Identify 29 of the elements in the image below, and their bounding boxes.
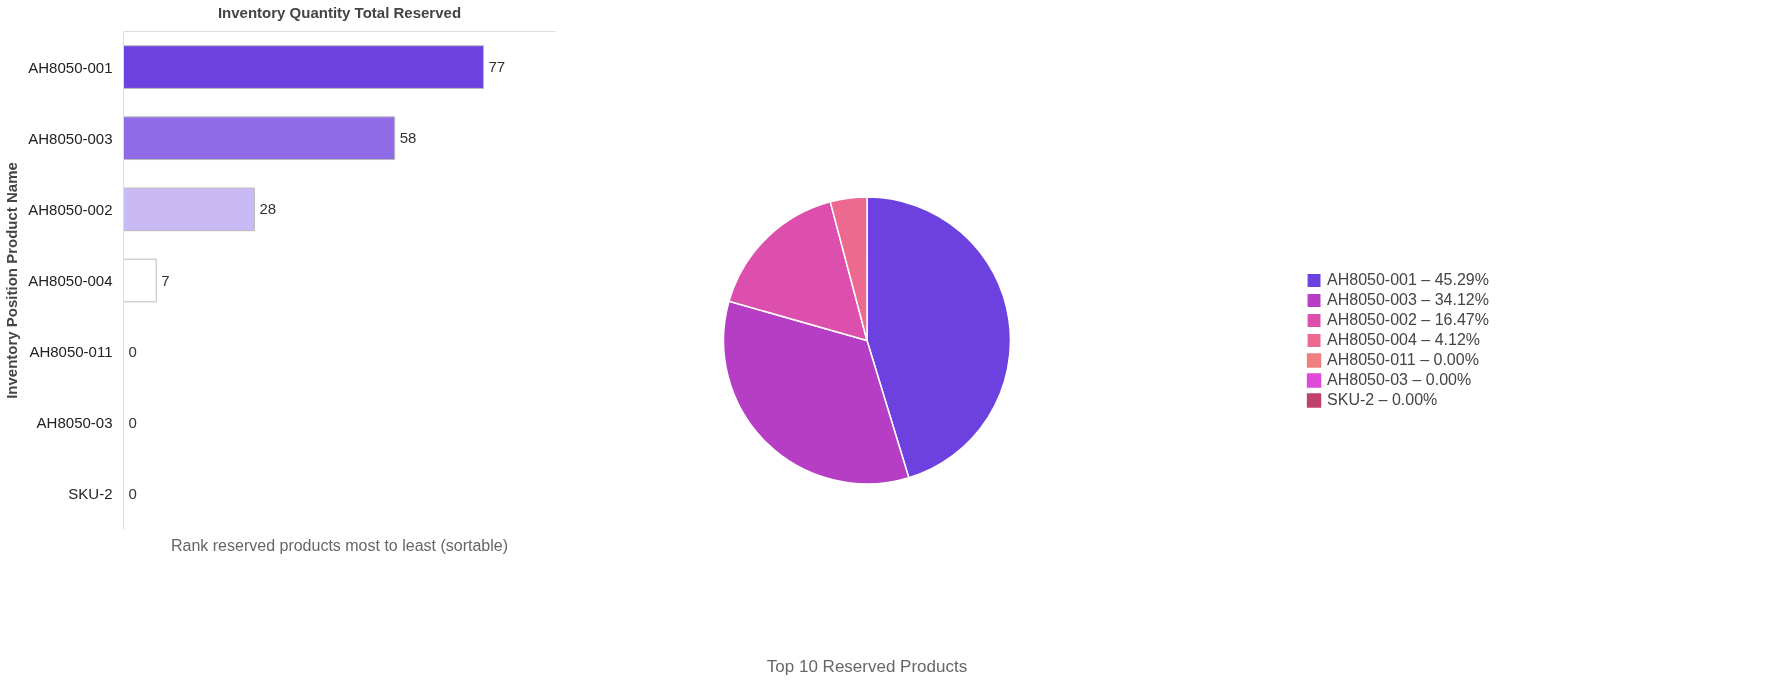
legend-label: AH8050-03 – 0.00% (1327, 371, 1472, 389)
bar (123, 45, 484, 89)
legend-label: SKU-2 – 0.00% (1327, 391, 1438, 409)
legend-label: AH8050-001 – 45.29% (1327, 271, 1489, 289)
y-tick-label: AH8050-001 (28, 58, 113, 76)
y-tick-label: AH8050-003 (28, 129, 113, 147)
data-label: 0 (128, 413, 137, 431)
data-label: 0 (128, 342, 137, 360)
data-label: 7 (161, 271, 170, 289)
data-label: 58 (399, 129, 417, 147)
y-tick-label: AH8050-004 (28, 272, 113, 289)
y-tick-label: SKU-2 (68, 485, 113, 503)
legend-label: AH8050-003 – 34.12% (1327, 291, 1489, 309)
legend-label: AH8050-004 – 4.12% (1327, 331, 1481, 349)
data-label: 0 (128, 484, 137, 502)
data-label: 28 (259, 200, 277, 218)
data-label: 77 (488, 58, 506, 76)
y-tick-label: AH8050-011 (29, 343, 113, 361)
legend-label: AH8050-002 – 16.47% (1327, 311, 1489, 329)
y-tick-label: AH8050-002 (28, 200, 113, 218)
bar (123, 187, 255, 232)
text: Rank reserved products most to least (sortable) (170, 536, 509, 554)
bar (123, 116, 396, 161)
text: Top 10 Reserved Products (766, 656, 968, 676)
y-tick-label: AH8050-03 (36, 414, 113, 432)
bar (123, 258, 157, 303)
y-axis-title: Inventory Position Product Name (3, 162, 21, 399)
x-axis-title: Inventory Quantity Total Reserved (217, 3, 462, 21)
legend-label: AH8050-011 – 0.00% (1327, 351, 1479, 369)
